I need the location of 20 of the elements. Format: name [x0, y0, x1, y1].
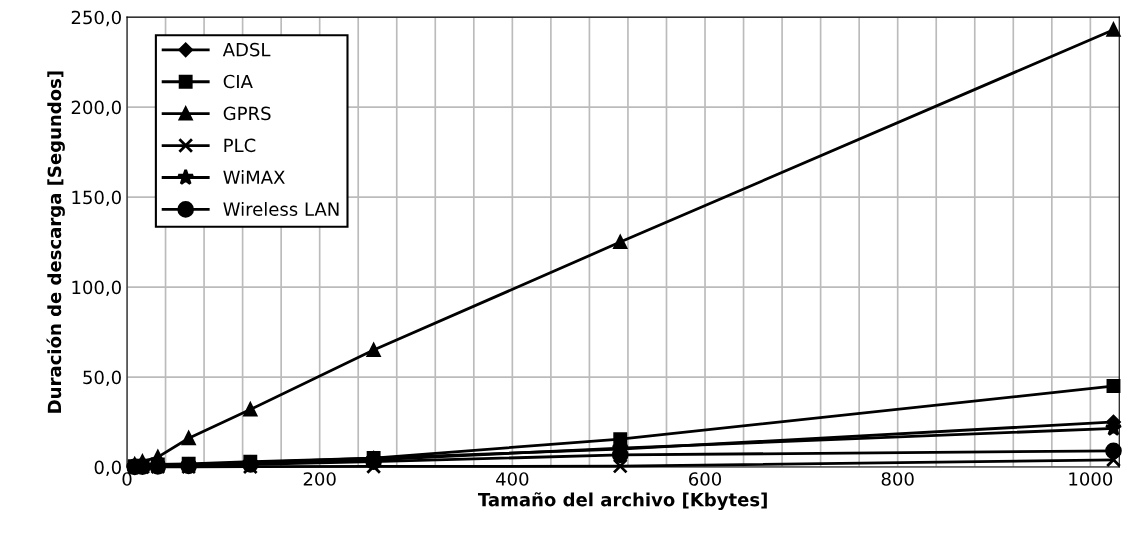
- x-axis-title: Tamaño del archivo [Kbytes]: [477, 492, 767, 511]
- x-tick-label: 1000: [1069, 472, 1113, 486]
- x-tick-label: 0: [122, 472, 132, 486]
- legend-label: GPRS: [223, 106, 271, 121]
- legend-label: WiMAX: [223, 170, 285, 184]
- y-tick-label: 200,0: [71, 100, 121, 117]
- legend-label: CIA: [223, 74, 253, 89]
- legend-label: ADSL: [222, 42, 271, 57]
- y-tick-label: 150,0: [72, 190, 121, 207]
- x-tick-label: 400: [496, 472, 529, 486]
- legend-label: Wireless LAN: [223, 202, 339, 216]
- y-axis-title: Duración de descarga [Segundos]: [46, 71, 65, 413]
- x-tick-label: 200: [303, 472, 336, 486]
- x-tick-label: 600: [689, 472, 722, 486]
- y-tick-label: 50,0: [83, 370, 121, 387]
- y-tick-label: 250,0: [71, 10, 121, 27]
- legend-label: PLC: [224, 138, 256, 153]
- x-tick-label: 800: [881, 472, 914, 486]
- y-tick-label: 100,0: [72, 280, 121, 297]
- y-tick-label: 0,0: [94, 460, 121, 476]
